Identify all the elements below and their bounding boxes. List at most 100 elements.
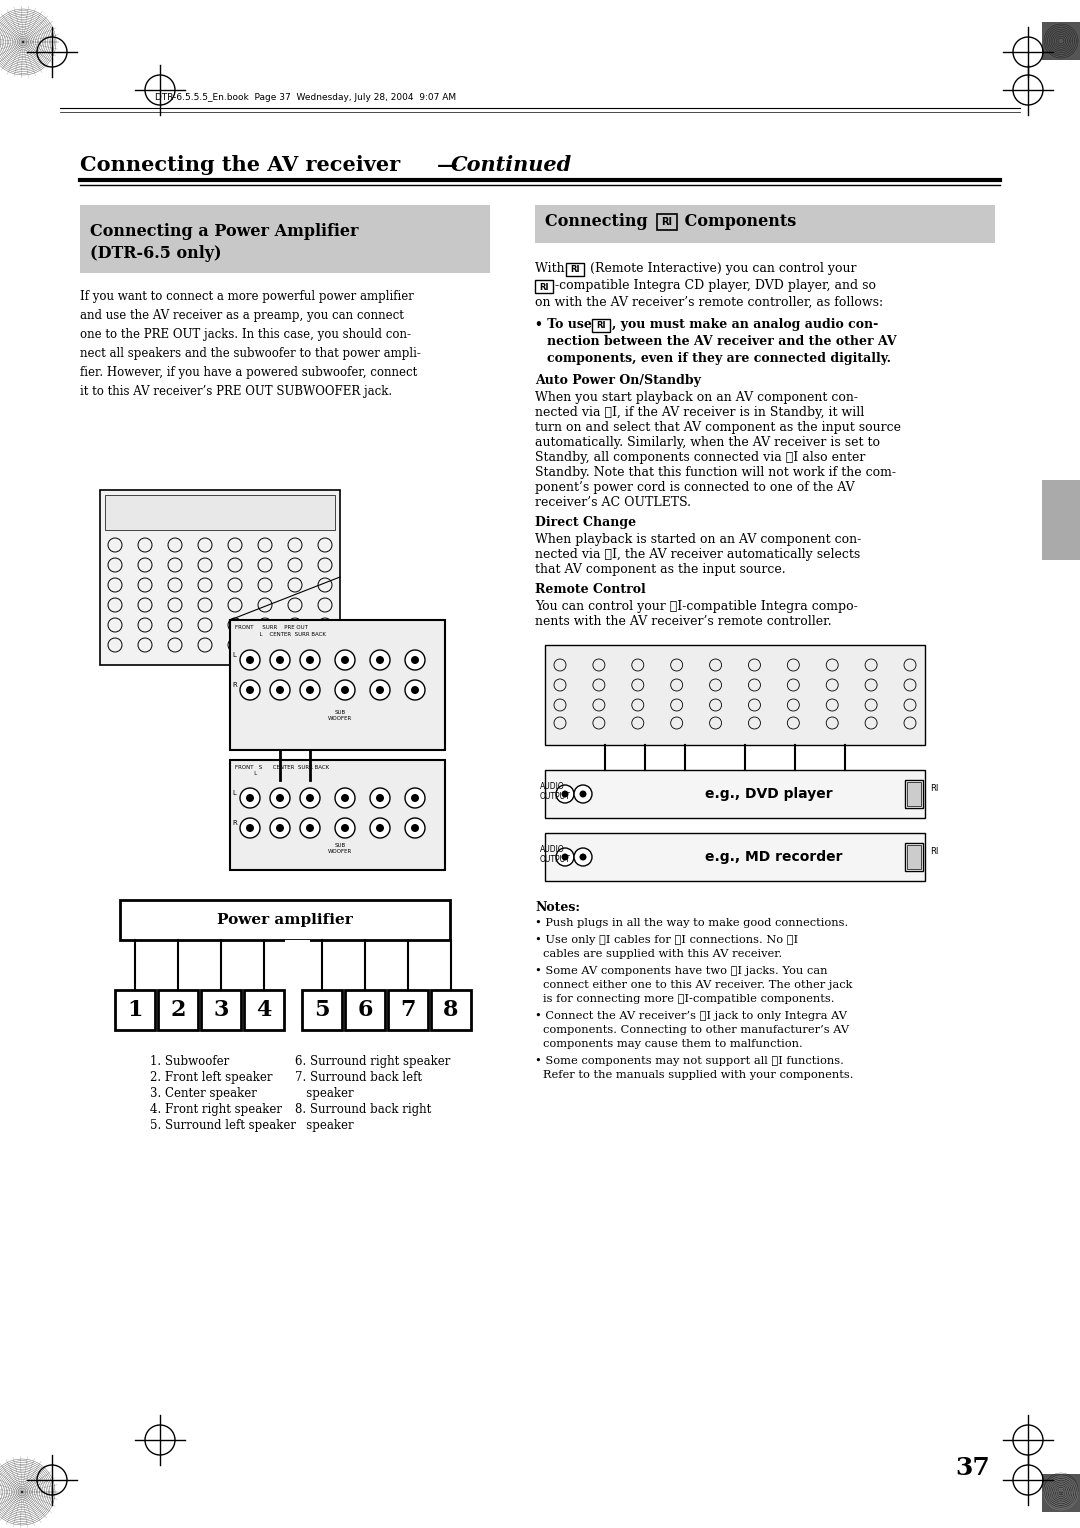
- Text: Standby, all components connected via ⓇΙ also enter: Standby, all components connected via ⓇΙ…: [535, 451, 865, 465]
- Bar: [345, 990, 384, 1030]
- Bar: [535, 280, 553, 293]
- Text: L: L: [235, 772, 257, 776]
- Text: nected via ⓇΙ, if the AV receiver is in Standby, it will: nected via ⓇΙ, if the AV receiver is in …: [535, 406, 864, 419]
- Circle shape: [405, 649, 426, 669]
- Circle shape: [341, 824, 349, 833]
- Text: Power amplifier: Power amplifier: [217, 914, 353, 927]
- Text: (DTR-6.5 only): (DTR-6.5 only): [90, 244, 221, 261]
- Text: • To use: • To use: [535, 318, 596, 332]
- Text: • Some components may not support all ⓇΙ functions.: • Some components may not support all ⓇΙ…: [535, 1056, 843, 1067]
- Bar: [244, 990, 284, 1030]
- Circle shape: [405, 788, 426, 808]
- Circle shape: [370, 817, 390, 837]
- Circle shape: [240, 817, 260, 837]
- Text: 3. Center speaker: 3. Center speaker: [150, 1086, 257, 1100]
- Circle shape: [341, 686, 349, 694]
- Text: OUTPUT: OUTPUT: [540, 856, 570, 863]
- Bar: [535, 205, 995, 243]
- Text: RI: RI: [570, 266, 580, 275]
- Circle shape: [562, 854, 568, 860]
- Text: L: L: [232, 790, 235, 796]
- Text: speaker: speaker: [295, 1118, 353, 1132]
- Bar: [545, 833, 924, 882]
- Text: 1. Subwoofer: 1. Subwoofer: [150, 1054, 229, 1068]
- Text: 6: 6: [357, 999, 373, 1021]
- Text: Connecting a Power Amplifier: Connecting a Power Amplifier: [90, 223, 359, 240]
- Text: nected via ⓇΙ, the AV receiver automatically selects: nected via ⓇΙ, the AV receiver automatic…: [535, 549, 861, 561]
- Circle shape: [240, 649, 260, 669]
- Circle shape: [335, 680, 355, 700]
- Circle shape: [562, 790, 568, 798]
- Bar: [120, 900, 450, 940]
- Circle shape: [335, 788, 355, 808]
- Circle shape: [376, 686, 384, 694]
- Circle shape: [580, 854, 586, 860]
- Text: FRONT     SURR    PRE OUT: FRONT SURR PRE OUT: [235, 625, 308, 630]
- Circle shape: [270, 649, 291, 669]
- Text: • Some AV components have two ⓇΙ jacks. You can: • Some AV components have two ⓇΙ jacks. …: [535, 966, 827, 976]
- Text: connect either one to this AV receiver. The other jack: connect either one to this AV receiver. …: [543, 979, 852, 990]
- Circle shape: [411, 824, 419, 833]
- Text: 7. Surround back left: 7. Surround back left: [295, 1071, 422, 1083]
- Circle shape: [276, 686, 284, 694]
- Text: 4: 4: [256, 999, 272, 1021]
- Text: DTR-6.5.5.5_En.book  Page 37  Wednesday, July 28, 2004  9:07 AM: DTR-6.5.5.5_En.book Page 37 Wednesday, J…: [156, 93, 456, 102]
- Text: Auto Power On/Standby: Auto Power On/Standby: [535, 374, 701, 387]
- Circle shape: [306, 686, 314, 694]
- Circle shape: [306, 656, 314, 665]
- Circle shape: [370, 680, 390, 700]
- Text: Connecting: Connecting: [545, 212, 653, 231]
- Text: nents with the AV receiver’s remote controller.: nents with the AV receiver’s remote cont…: [535, 614, 832, 628]
- Text: RI: RI: [539, 283, 549, 292]
- Text: L: L: [232, 652, 235, 659]
- Text: e.g., DVD player: e.g., DVD player: [705, 787, 833, 801]
- Text: 5: 5: [314, 999, 329, 1021]
- Circle shape: [370, 649, 390, 669]
- Circle shape: [376, 824, 384, 833]
- Text: 7: 7: [401, 999, 416, 1021]
- Circle shape: [573, 785, 592, 804]
- Bar: [201, 990, 241, 1030]
- Text: With: With: [535, 261, 569, 275]
- Text: Refer to the manuals supplied with your components.: Refer to the manuals supplied with your …: [543, 1070, 853, 1080]
- Bar: [545, 645, 924, 746]
- Text: • Push plugs in all the way to make good connections.: • Push plugs in all the way to make good…: [535, 918, 848, 927]
- Bar: [230, 759, 445, 869]
- Text: RI: RI: [930, 784, 939, 793]
- Circle shape: [276, 824, 284, 833]
- Text: OUTPUT: OUTPUT: [540, 792, 570, 801]
- Text: L    CENTER  SURR BACK: L CENTER SURR BACK: [235, 633, 326, 637]
- Text: RI: RI: [596, 321, 606, 330]
- Text: automatically. Similarly, when the AV receiver is set to: automatically. Similarly, when the AV re…: [535, 435, 880, 449]
- Text: SUB
WOOFER: SUB WOOFER: [328, 843, 352, 854]
- Bar: [158, 990, 198, 1030]
- Text: turn on and select that AV component as the input source: turn on and select that AV component as …: [535, 422, 901, 434]
- Bar: [905, 843, 923, 871]
- Text: Remote Control: Remote Control: [535, 584, 646, 596]
- Circle shape: [270, 788, 291, 808]
- Text: AUDIO: AUDIO: [540, 782, 565, 792]
- Text: AUDIO: AUDIO: [540, 845, 565, 854]
- Circle shape: [335, 817, 355, 837]
- Text: 2. Front left speaker: 2. Front left speaker: [150, 1071, 272, 1083]
- Circle shape: [580, 790, 586, 798]
- Circle shape: [270, 817, 291, 837]
- Text: Direct Change: Direct Change: [535, 516, 636, 529]
- Circle shape: [405, 680, 426, 700]
- Bar: [302, 990, 342, 1030]
- Bar: [114, 990, 156, 1030]
- Circle shape: [246, 795, 254, 802]
- Text: When you start playback on an AV component con-: When you start playback on an AV compone…: [535, 391, 858, 403]
- Text: -compatible Integra CD player, DVD player, and so: -compatible Integra CD player, DVD playe…: [555, 280, 876, 292]
- Text: components, even if they are connected digitally.: components, even if they are connected d…: [546, 351, 891, 365]
- Text: receiver’s AC OUTLETS.: receiver’s AC OUTLETS.: [535, 497, 691, 509]
- Text: 6. Surround right speaker: 6. Surround right speaker: [295, 1054, 450, 1068]
- Text: e.g., MD recorder: e.g., MD recorder: [705, 850, 842, 863]
- Text: • Connect the AV receiver’s ⓇΙ jack to only Integra AV: • Connect the AV receiver’s ⓇΙ jack to o…: [535, 1012, 847, 1021]
- Circle shape: [573, 848, 592, 866]
- Bar: [566, 263, 584, 277]
- Circle shape: [370, 788, 390, 808]
- Text: RI: RI: [661, 217, 673, 228]
- Text: FRONT   S      CENTER  SURR BACK: FRONT S CENTER SURR BACK: [235, 766, 329, 770]
- Text: 8. Surround back right: 8. Surround back right: [295, 1103, 431, 1115]
